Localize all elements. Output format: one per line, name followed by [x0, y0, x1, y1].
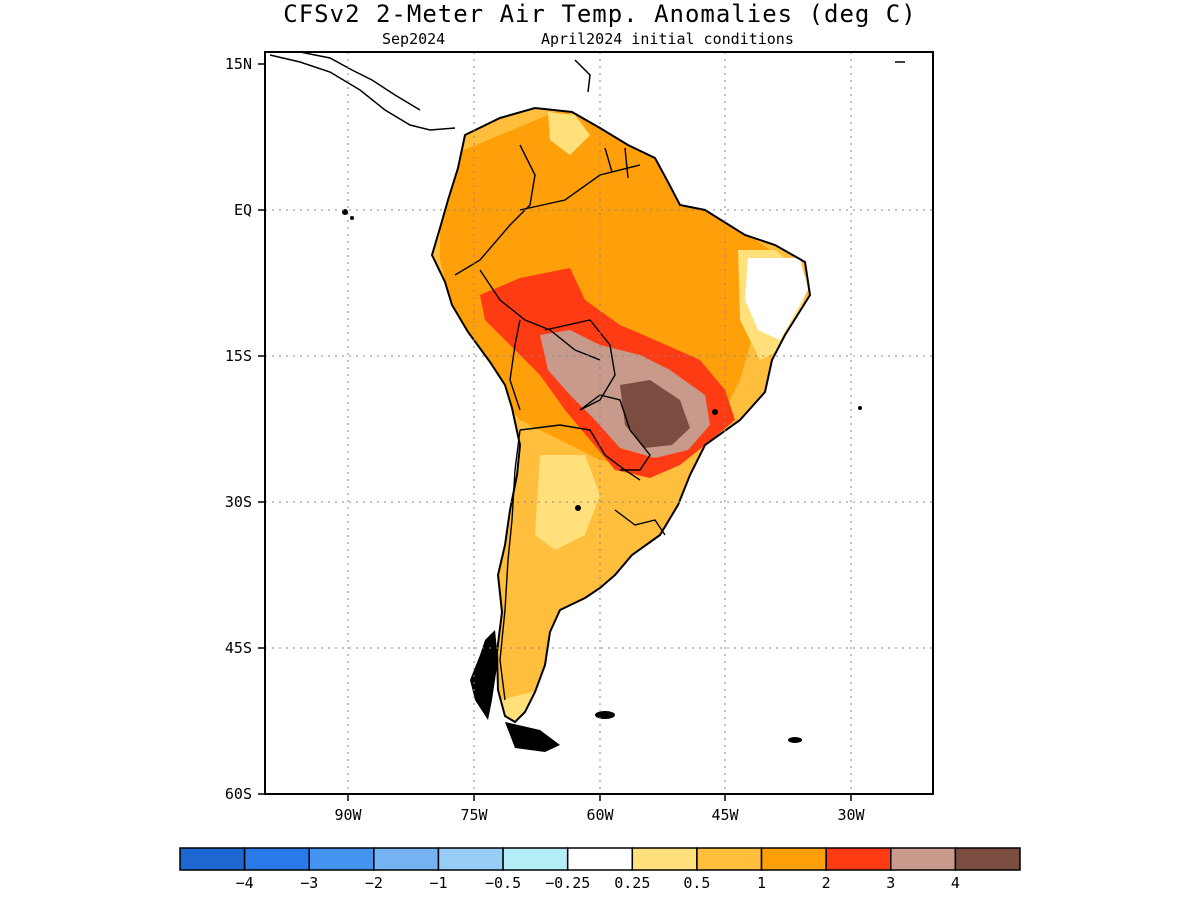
- lat-labels: 15N EQ 15S 30S 45S 60S: [225, 55, 252, 803]
- colorbar: [179, 847, 1021, 871]
- lon-label: 45W: [711, 806, 739, 824]
- lat-label: 45S: [225, 639, 252, 657]
- subtitle-month: Sep2024: [382, 30, 446, 48]
- colorbar-swatch: [179, 847, 246, 871]
- colorbar-label: 4: [951, 874, 960, 892]
- lat-label: 60S: [225, 785, 252, 803]
- central-america-coastline: [269, 51, 905, 131]
- colorbar-label: −4: [236, 874, 254, 892]
- colorbar-swatch: [890, 847, 957, 871]
- gridlines: [265, 52, 933, 794]
- colorbar-swatch: [243, 847, 310, 871]
- lat-label: EQ: [234, 201, 252, 219]
- colorbar-label: −1: [429, 874, 447, 892]
- colorbar-label: −2: [365, 874, 383, 892]
- lon-label: 75W: [460, 806, 488, 824]
- islands: [342, 209, 862, 752]
- lon-label: 60W: [586, 806, 614, 824]
- colorbar-label: 2: [822, 874, 831, 892]
- lat-label: 30S: [225, 493, 252, 511]
- lon-label: 30W: [837, 806, 865, 824]
- lat-label: 15S: [225, 347, 252, 365]
- colorbar-swatch: [308, 847, 375, 871]
- colorbar-label: −0.25: [545, 874, 590, 892]
- colorbar-swatch: [373, 847, 440, 871]
- colorbar-swatch: [696, 847, 763, 871]
- colorbar-label: 0.5: [683, 874, 710, 892]
- colorbar-swatch: [631, 847, 698, 871]
- colorbar-label: 1: [757, 874, 766, 892]
- colorbar-swatch: [760, 847, 827, 871]
- colorbar-swatch: [825, 847, 892, 871]
- lat-label: 15N: [225, 55, 252, 73]
- map-frame: [264, 51, 934, 795]
- country-borders: [454, 144, 666, 701]
- lon-labels: 90W 75W 60W 45W 30W: [334, 806, 865, 824]
- colorbar-swatch: [502, 847, 569, 871]
- map-title: CFSv2 2-Meter Air Temp. Anomalies (deg C…: [283, 0, 917, 28]
- colorbar-swatch: [566, 847, 634, 871]
- colorbar-label: 3: [886, 874, 895, 892]
- colorbar-swatch: [954, 847, 1021, 871]
- colorbar-labels: −4 −3 −2 −1 −0.5 −0.25 0.25 0.5 1 2 3 4: [236, 874, 960, 892]
- colorbar-label: −0.5: [485, 874, 521, 892]
- lon-label: 90W: [334, 806, 362, 824]
- anomaly-field: [432, 108, 810, 722]
- colorbar-label: 0.25: [614, 874, 650, 892]
- colorbar-swatch: [437, 847, 504, 871]
- subtitle-init: April2024 initial conditions: [541, 30, 794, 48]
- colorbar-label: −3: [300, 874, 318, 892]
- axis-ticks: [258, 63, 852, 801]
